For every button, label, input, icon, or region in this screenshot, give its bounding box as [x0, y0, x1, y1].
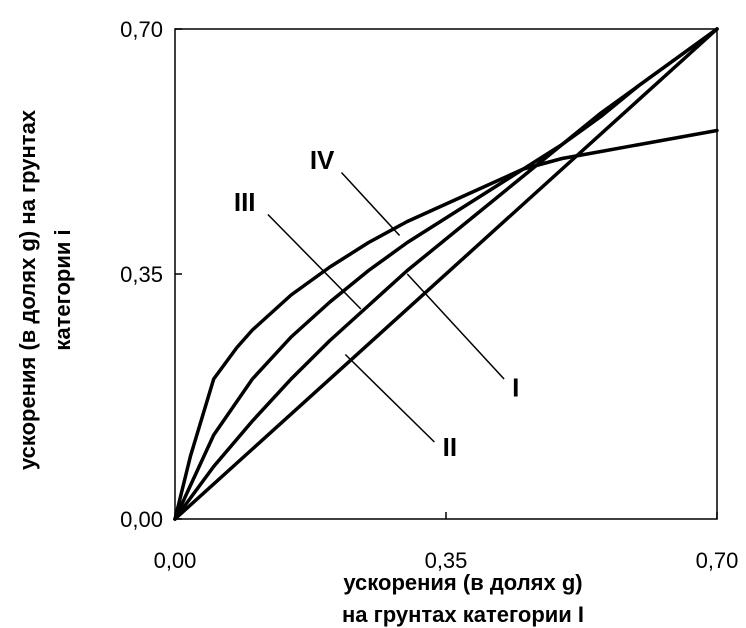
- y-axis-title: ускорения (в долях g) на грунтах: [15, 109, 40, 470]
- y-tick-label: 0,70: [120, 17, 163, 42]
- leader-line-i: [406, 273, 505, 380]
- y-tick-label: 0,00: [120, 507, 163, 532]
- curve-label-iv: IV: [310, 145, 335, 175]
- series-line-iv: [173, 128, 719, 521]
- label-group: 0,00 0,35 0,70 0,00 0,35 0,70 ускорения (в дол…: [15, 17, 738, 627]
- y-tick-label: 0,35: [120, 262, 163, 287]
- leader-line-ii: [344, 353, 435, 443]
- curve-label-ii: II: [443, 432, 457, 462]
- series-line-i: [173, 27, 719, 521]
- curve-label-iii: III: [234, 187, 256, 217]
- leader-line-iv: [340, 171, 401, 237]
- y-axis-title: категории i: [50, 229, 75, 350]
- x-axis-title: ускорения (в долях g): [343, 570, 582, 595]
- x-tick-label: 0,70: [696, 548, 739, 573]
- series-group: [173, 27, 719, 521]
- x-axis-title: на грунтах категории I: [342, 602, 584, 627]
- series-line-iii: [173, 27, 719, 521]
- leader-line-iii: [267, 213, 362, 310]
- curve-label-i: I: [512, 373, 519, 403]
- x-tick-label: 0,35: [425, 548, 468, 573]
- x-tick-label: 0,00: [154, 548, 197, 573]
